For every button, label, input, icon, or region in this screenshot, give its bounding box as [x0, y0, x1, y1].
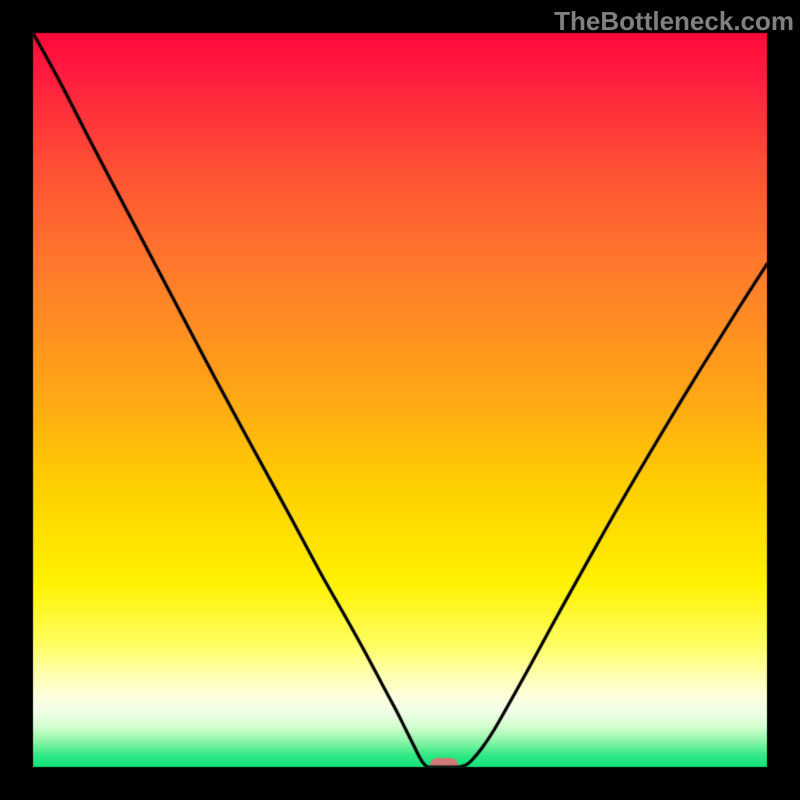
curve-canvas: [0, 0, 800, 800]
watermark-text: TheBottleneck.com: [554, 6, 794, 37]
chart-stage: TheBottleneck.com: [0, 0, 800, 800]
